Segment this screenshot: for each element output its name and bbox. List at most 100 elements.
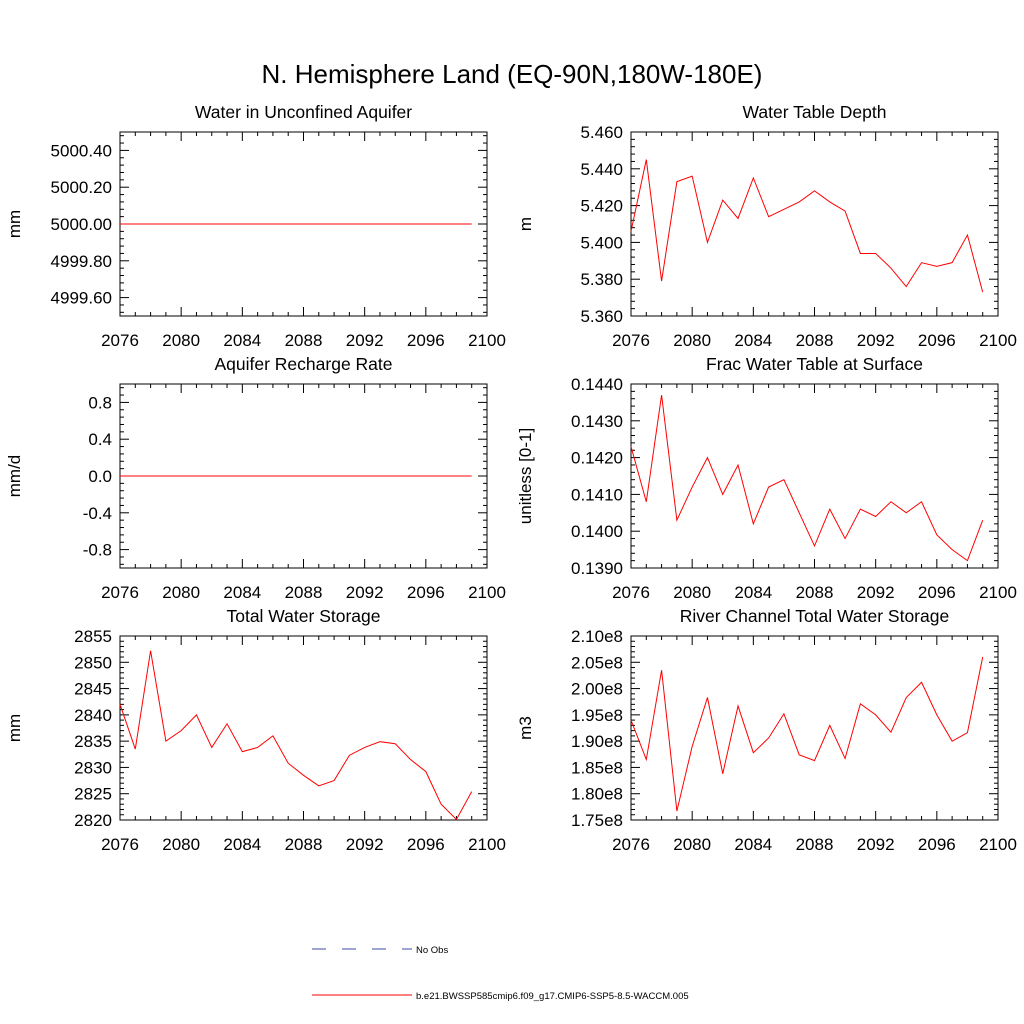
x-tick-label: 2076 [101, 331, 139, 350]
x-tick-label: 2100 [979, 835, 1017, 854]
y-tick-label: 5000.40 [51, 141, 112, 160]
y-tick-label: 0.1430 [571, 412, 623, 431]
x-tick-label: 2080 [162, 331, 200, 350]
y-tick-label: -0.8 [83, 541, 112, 560]
y-tick-label: 5.400 [580, 233, 623, 252]
x-tick-label: 2096 [407, 331, 445, 350]
y-tick-label: 5.440 [580, 160, 623, 179]
y-tick-label: 0.8 [88, 393, 112, 412]
y-tick-label: 5000.00 [51, 215, 112, 234]
chart-title: Water Table Depth [743, 102, 887, 122]
x-tick-label: 2088 [796, 583, 834, 602]
x-tick-label: 2080 [162, 835, 200, 854]
y-tick-label: 5.360 [580, 307, 623, 326]
y-tick-label: 0.1410 [571, 485, 623, 504]
x-tick-label: 2088 [285, 331, 323, 350]
plot-frame [630, 635, 999, 821]
chart-panel-2: Water Table Depth m 2076 2080 2084 2088 2092 20… [516, 102, 1017, 350]
y-tick-label: 2840 [74, 706, 112, 725]
y-tick-label: 1.85e8 [571, 758, 623, 777]
x-tick-label: 2092 [346, 583, 384, 602]
x-tick-label: 2100 [979, 583, 1017, 602]
y-tick-label: -0.4 [83, 504, 112, 523]
y-tick-label: 2845 [74, 680, 112, 699]
y-tick-label: 1.95e8 [571, 706, 623, 725]
y-tick-label: 5000.20 [51, 178, 112, 197]
x-tick-label: 2100 [468, 331, 506, 350]
y-tick-label: 1.75e8 [571, 811, 623, 830]
y-axis-label: mm [5, 210, 24, 238]
y-tick-label: 0.1440 [571, 375, 623, 394]
x-tick-label: 2088 [285, 835, 323, 854]
x-tick-label: 2080 [162, 583, 200, 602]
y-tick-label: 4999.80 [51, 252, 112, 271]
x-tick-label: 2092 [346, 331, 384, 350]
x-tick-label: 2084 [223, 583, 261, 602]
x-tick-label: 2092 [857, 583, 895, 602]
y-axis-label: mm [5, 714, 24, 742]
y-tick-label: 0.1390 [571, 559, 623, 578]
chart-panel-1: Water in Unconfined Aquifer mm 2076 2080 208… [5, 102, 506, 350]
x-tick-label: 2092 [857, 835, 895, 854]
figure-title: N. Hemisphere Land (EQ-90N,180W-180E) [262, 59, 763, 89]
y-tick-label: 5.460 [580, 123, 623, 142]
chart-title: River Channel Total Water Storage [680, 606, 949, 626]
y-tick-label: 2855 [74, 627, 112, 646]
chart-panel-3: Aquifer Recharge Rate mm/d 2076 2080 2084 208… [5, 354, 506, 602]
legend-label-no-obs: No Obs [416, 945, 448, 956]
y-axis-label: mm/d [5, 455, 24, 498]
y-tick-label: 2830 [74, 758, 112, 777]
x-tick-label: 2084 [734, 835, 772, 854]
legend-entry-model-run: b.e21.BWSSP585cmip6.f09_g17.CMIP6-SSP5-8… [312, 991, 689, 1002]
legend-entry-no-obs: No Obs [312, 945, 448, 956]
y-tick-label: 1.80e8 [571, 785, 623, 804]
y-axis-label: unitless [0-1] [516, 428, 535, 524]
y-tick-label: 2835 [74, 732, 112, 751]
y-tick-label: 2.05e8 [571, 653, 623, 672]
chart-title: Total Water Storage [226, 606, 380, 626]
x-tick-label: 2080 [673, 583, 711, 602]
y-tick-label: 2820 [74, 811, 112, 830]
legend-label-model-run: b.e21.BWSSP585cmip6.f09_g17.CMIP6-SSP5-8… [416, 991, 689, 1002]
legend: No Obs b.e21.BWSSP585cmip6.f09_g17.CMIP6… [312, 945, 689, 1002]
x-tick-label: 2100 [979, 331, 1017, 350]
chart-title: Frac Water Table at Surface [706, 354, 923, 374]
y-axis-label: m3 [516, 716, 535, 740]
y-tick-label: 5.420 [580, 197, 623, 216]
series-line-1 [630, 394, 984, 562]
x-tick-label: 2080 [673, 835, 711, 854]
y-tick-label: 0.1400 [571, 522, 623, 541]
y-tick-label: 0.4 [88, 430, 112, 449]
y-tick-label: 1.90e8 [571, 732, 623, 751]
chart-title: Water in Unconfined Aquifer [195, 102, 412, 122]
x-tick-label: 2096 [407, 583, 445, 602]
y-tick-label: 2825 [74, 785, 112, 804]
x-tick-label: 2076 [101, 835, 139, 854]
x-tick-label: 2096 [918, 331, 956, 350]
x-tick-label: 2088 [285, 583, 323, 602]
x-tick-label: 2092 [346, 835, 384, 854]
series-line-1 [119, 650, 473, 821]
y-tick-label: 4999.60 [51, 289, 112, 308]
x-tick-label: 2092 [857, 331, 895, 350]
series-line-1 [630, 656, 984, 812]
y-tick-label: 0.1420 [571, 449, 623, 468]
plot-frame [630, 131, 999, 317]
y-tick-label: 2.00e8 [571, 680, 623, 699]
y-tick-label: 2.10e8 [571, 627, 623, 646]
x-tick-label: 2084 [223, 331, 261, 350]
x-tick-label: 2088 [796, 331, 834, 350]
y-tick-label: 5.380 [580, 270, 623, 289]
x-tick-label: 2100 [468, 835, 506, 854]
plot-frame [119, 635, 488, 821]
y-tick-label: 2850 [74, 653, 112, 672]
x-tick-label: 2080 [673, 331, 711, 350]
y-tick-label: 0.0 [88, 467, 112, 486]
chart-title: Aquifer Recharge Rate [214, 354, 392, 374]
y-axis-label: m [516, 217, 535, 231]
chart-panels: Water in Unconfined Aquifer mm 2076 2080 208… [5, 102, 1017, 854]
x-tick-label: 2076 [612, 331, 650, 350]
chart-panel-4: Frac Water Table at Surface unitless [0-1… [516, 354, 1017, 602]
x-tick-label: 2096 [918, 835, 956, 854]
